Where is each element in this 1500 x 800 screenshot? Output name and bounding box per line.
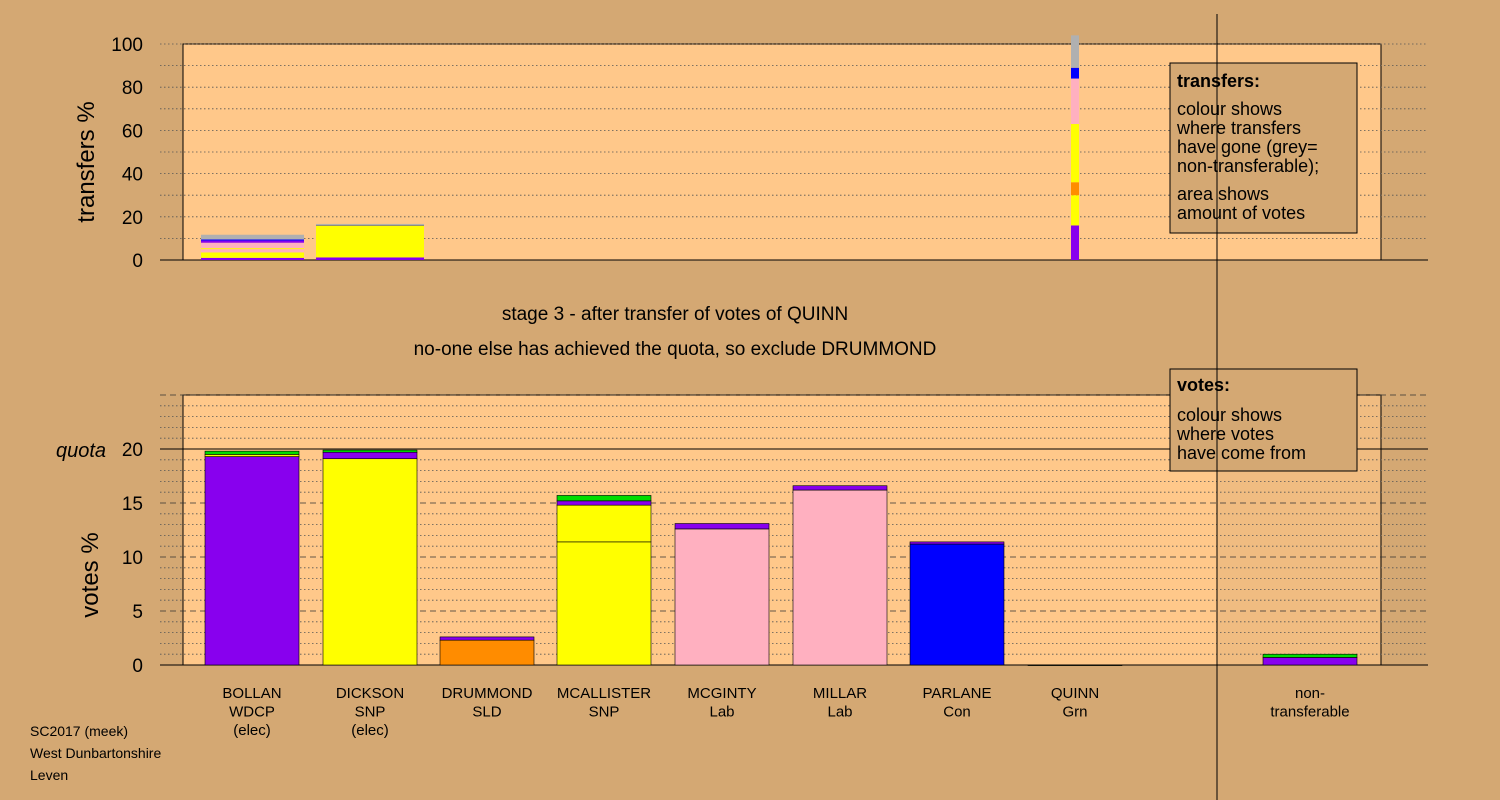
votes-legend: votes: colour shows where votes have com…: [1169, 368, 1358, 472]
footer-council: West Dunbartonshire: [30, 745, 161, 761]
y-tick-label: 0: [132, 656, 143, 677]
candidate-name: QUINN: [1051, 685, 1099, 702]
transfers-y-ticks: 0 20 40 60 80 100: [111, 35, 143, 272]
vote-segment-wdcp: [439, 636, 535, 641]
candidate-labels: BOLLANWDCP(elec)DICKSONSNP(elec)DRUMMOND…: [222, 685, 1349, 739]
vote-segment-grn: [1027, 664, 1123, 666]
transfer-segment-lab: [201, 249, 304, 253]
candidate-status: (elec): [351, 722, 389, 739]
transfer-segment-snp: [1071, 195, 1079, 226]
y-tick-label: 60: [122, 121, 143, 142]
vote-segment-wdcp: [792, 485, 888, 491]
transfers-bars: [201, 35, 1079, 260]
vote-segment-con: [909, 543, 1005, 666]
votes-legend-line: colour shows: [1177, 405, 1282, 425]
transfer-segment-wdcp: [1071, 225, 1079, 260]
vote-segment-snp: [204, 454, 300, 457]
transfer-segment-con: [201, 239, 304, 241]
vote-segment-grn: [1262, 653, 1358, 658]
transfers-legend-line: colour shows: [1177, 99, 1282, 119]
candidate-party: transferable: [1270, 704, 1349, 721]
candidate-name: DRUMMOND: [442, 685, 533, 702]
transfer-segment-snp: [201, 248, 304, 250]
footer-ward: Leven: [30, 767, 68, 783]
y-tick-label: 20: [122, 208, 143, 229]
candidate-party: Lab: [709, 704, 734, 721]
transfer-segment-wdcp: [201, 257, 304, 260]
vote-segment-snp: [556, 541, 652, 666]
vote-segment-wdcp: [1262, 657, 1358, 666]
candidate-name: non-: [1295, 685, 1325, 702]
transfer-segment-non_transferable: [201, 234, 304, 240]
status-heading: no-one else has achieved the quota, so e…: [414, 339, 937, 360]
y-tick-label: 0: [132, 251, 143, 272]
candidate-name: DICKSON: [336, 685, 404, 702]
candidate-party: SLD: [472, 704, 501, 721]
vote-segment-grn: [204, 450, 300, 455]
transfers-legend-line: non-transferable);: [1177, 156, 1319, 176]
vote-segment-snp: [322, 458, 418, 666]
votes-axis-label: votes %: [77, 532, 104, 617]
candidate-party: SNP: [355, 704, 386, 721]
transfer-segment-lab: [1071, 89, 1079, 124]
transfers-legend-line: amount of votes: [1177, 203, 1305, 223]
candidate-name: PARLANE: [923, 685, 992, 702]
candidate-name: BOLLAN: [222, 685, 281, 702]
y-tick-label: 15: [122, 494, 143, 515]
stage-heading: stage 3 - after transfer of votes of QUI…: [502, 304, 848, 325]
transfers-legend-line: area shows: [1177, 184, 1269, 204]
vote-segment-grn: [556, 495, 652, 502]
candidate-name: MCGINTY: [687, 685, 756, 702]
candidate-party: Grn: [1062, 704, 1087, 721]
transfers-legend-title: transfers:: [1177, 71, 1260, 91]
transfer-segment-wdcp: [316, 257, 424, 260]
y-tick-label: 20: [122, 440, 143, 461]
candidate-party: Lab: [827, 704, 852, 721]
candidate-party: WDCP: [229, 704, 275, 721]
votes-y-ticks: 0 5 10 15 20: [122, 440, 143, 677]
candidate-name: MILLAR: [813, 685, 867, 702]
vote-segment-lab: [674, 528, 770, 666]
footer-method: SC2017 (meek): [30, 723, 128, 739]
y-tick-label: 5: [132, 602, 143, 623]
vote-segment-wdcp: [322, 451, 418, 460]
y-tick-label: 10: [122, 548, 143, 569]
votes-legend-line: where votes: [1176, 424, 1274, 444]
vote-segment-wdcp: [556, 500, 652, 506]
vote-segment-lab: [792, 489, 888, 666]
candidate-status: (elec): [233, 722, 271, 739]
quota-label: quota: [56, 440, 106, 462]
vote-segment-wdcp: [204, 456, 300, 666]
candidate-party: Con: [943, 704, 971, 721]
transfer-segment-snp: [316, 225, 424, 258]
transfer-segment-lab: [1071, 78, 1079, 90]
transfer-segment-snp: [201, 252, 304, 258]
transfers-axis-label: transfers %: [73, 101, 100, 222]
candidate-name: MCALLISTER: [557, 685, 651, 702]
transfer-segment-sld: [1071, 182, 1079, 196]
votes-bars: [204, 449, 1358, 666]
transfers-legend: transfers: colour shows where transfers …: [1169, 62, 1358, 234]
votes-legend-line: have come from: [1177, 443, 1306, 463]
transfer-segment-lab: [201, 242, 304, 249]
transfer-segment-con: [1071, 67, 1079, 79]
votes-legend-title: votes:: [1177, 375, 1230, 395]
transfers-legend-line: where transfers: [1176, 118, 1301, 138]
vote-segment-snp: [556, 504, 652, 543]
transfer-segment-non_transferable: [316, 223, 424, 226]
y-tick-label: 80: [122, 78, 143, 99]
vote-segment-sld: [439, 639, 535, 666]
vote-segment-grn: [322, 449, 418, 453]
transfer-segment-snp: [1071, 123, 1079, 183]
transfer-segment-wdcp: [201, 240, 304, 243]
candidate-party: SNP: [589, 704, 620, 721]
transfers-legend-line: have gone (grey=: [1177, 137, 1318, 157]
transfer-segment-non_transferable: [1071, 35, 1079, 68]
vote-segment-wdcp: [909, 541, 1005, 545]
vote-segment-wdcp: [674, 523, 770, 530]
y-tick-label: 40: [122, 165, 143, 186]
y-tick-label: 100: [111, 35, 143, 56]
